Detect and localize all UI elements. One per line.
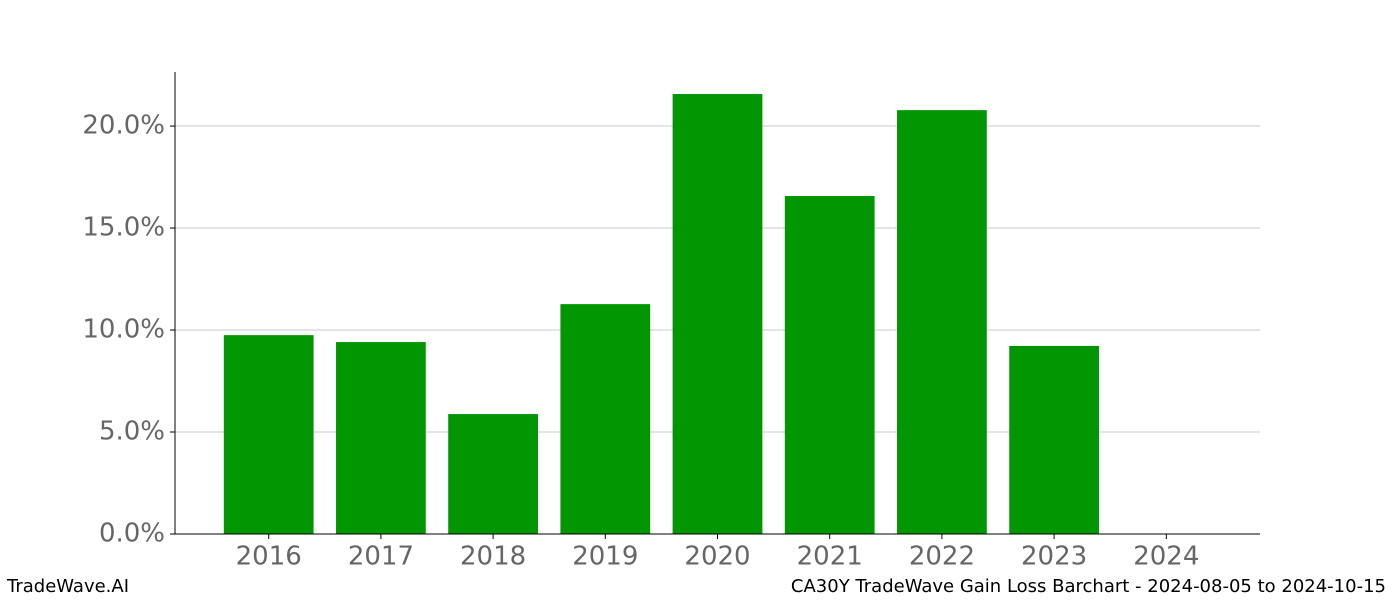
y-tick-label: 0.0% xyxy=(99,519,165,549)
x-tick-label: 2016 xyxy=(236,542,302,572)
bar xyxy=(560,304,651,534)
bar xyxy=(897,110,987,535)
y-tick-label: 20.0% xyxy=(82,111,165,141)
bar xyxy=(223,335,314,534)
x-tick-label: 2020 xyxy=(684,542,750,572)
y-tick-label: 15.0% xyxy=(82,213,165,243)
x-tick-label: 2017 xyxy=(348,542,414,572)
y-tick-label: 10.0% xyxy=(82,315,165,345)
x-tick-label: 2019 xyxy=(572,542,638,572)
bar xyxy=(672,94,763,534)
y-tick-label: 5.0% xyxy=(99,417,165,447)
x-tick-label: 2021 xyxy=(797,542,863,572)
bar xyxy=(336,342,426,534)
chart-title: CA30Y TradeWave Gain Loss Barchart - 202… xyxy=(791,576,1386,597)
x-tick-label: 2024 xyxy=(1133,542,1199,572)
bar xyxy=(448,414,538,534)
x-tick-label: 2022 xyxy=(909,542,975,572)
bar xyxy=(1009,345,1099,534)
x-tick-label: 2018 xyxy=(460,542,526,572)
source-label: TradeWave.AI xyxy=(6,576,129,597)
x-tick-label: 2023 xyxy=(1021,542,1087,572)
bar xyxy=(784,196,875,534)
